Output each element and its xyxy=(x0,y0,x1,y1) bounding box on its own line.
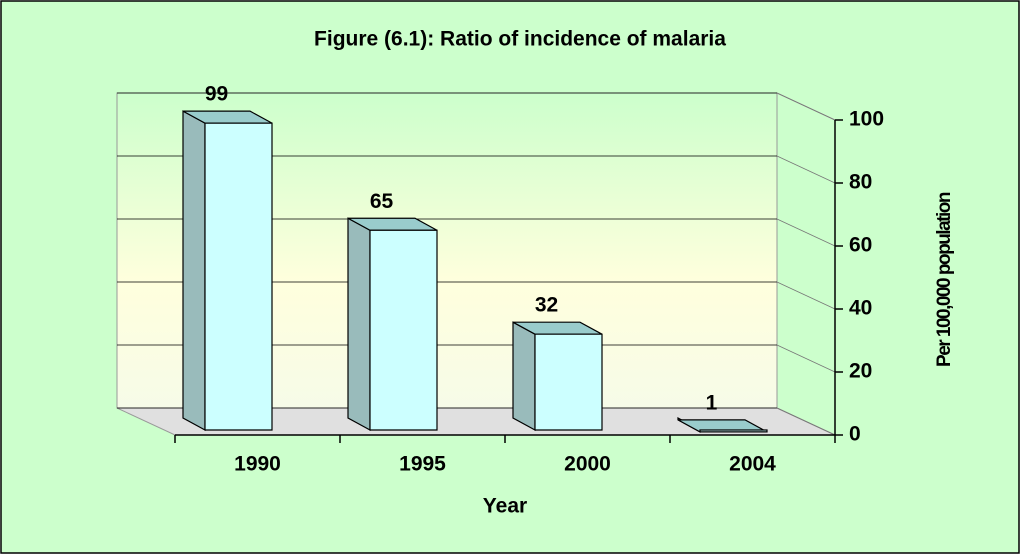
y-tick-label: 20 xyxy=(849,360,872,383)
x-tick-label: 2000 xyxy=(564,453,611,476)
bar xyxy=(182,110,273,432)
grid-line xyxy=(776,92,836,121)
grid-line xyxy=(776,344,836,373)
value-label: 65 xyxy=(370,190,394,213)
bar-face xyxy=(347,217,371,432)
x-tick-label: 2004 xyxy=(729,453,776,476)
value-label: 99 xyxy=(205,83,228,106)
y-tick-label: 0 xyxy=(849,423,861,446)
y-tick-label: 60 xyxy=(849,234,872,257)
y-tick-label: 40 xyxy=(849,297,872,320)
bar-face xyxy=(182,110,206,432)
bar xyxy=(677,416,768,433)
bar xyxy=(347,217,438,432)
grid-line xyxy=(776,407,836,436)
bar-face xyxy=(369,229,438,431)
grid-line xyxy=(776,281,836,310)
bar xyxy=(512,321,603,432)
chart-title: Figure (6.1): Ratio of incidence of mala… xyxy=(314,28,726,51)
value-label: 32 xyxy=(535,294,558,317)
bar-face xyxy=(534,333,603,431)
y-axis-title: Per 100,000 population xyxy=(934,192,955,367)
x-tick-label: 1995 xyxy=(399,453,446,476)
value-label: 1 xyxy=(706,391,718,414)
grid-line xyxy=(776,155,836,184)
x-tick-label: 1990 xyxy=(234,453,281,476)
bar-face xyxy=(512,321,536,432)
bar-face xyxy=(204,122,273,431)
x-axis-title: Year xyxy=(483,495,527,518)
grid-line xyxy=(776,218,836,247)
bar-face xyxy=(699,429,768,433)
y-tick-label: 100 xyxy=(849,108,884,131)
y-tick-label: 80 xyxy=(849,171,872,194)
